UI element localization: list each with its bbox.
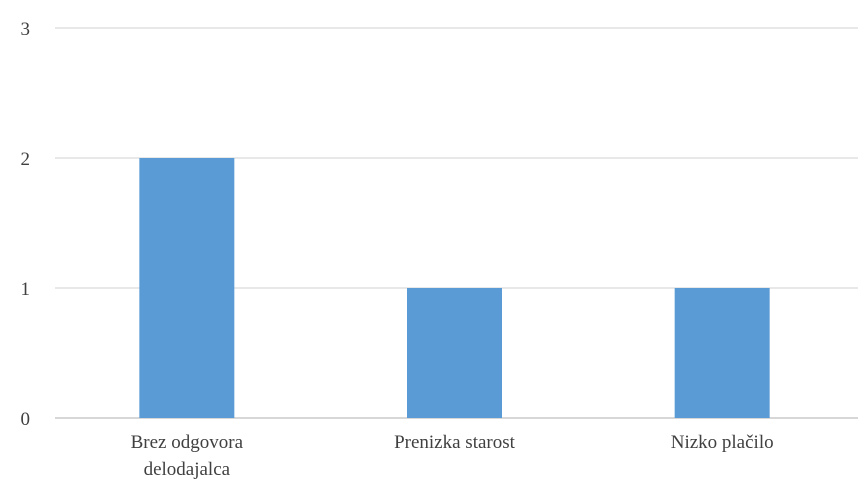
y-tick-label-3: 3: [21, 19, 31, 40]
x-category-label-line: Nizko plačilo: [671, 432, 774, 453]
y-tick-label-1: 1: [21, 279, 31, 300]
x-category-label-line: Prenizka starost: [394, 432, 516, 453]
x-category-label-2: Nizko plačilo: [671, 432, 774, 453]
bar-1: [407, 288, 502, 418]
x-axis-category-labels: Brez odgovora delodajalca Prenizka starost…: [131, 432, 774, 480]
x-category-label-line: Brez odgovora: [131, 432, 244, 453]
bar-2: [674, 288, 770, 418]
y-tick-label-0: 0: [21, 409, 31, 430]
bars: [139, 158, 770, 418]
x-category-label-line: delodajalca: [144, 459, 231, 480]
x-category-label-0: Brez odgovora delodajalca: [131, 432, 244, 480]
x-category-label-1: Prenizka starost: [394, 432, 516, 453]
bar-0: [139, 158, 235, 418]
y-axis-tick-labels: 0 1 2 3: [21, 19, 31, 430]
y-tick-label-2: 2: [21, 149, 31, 170]
